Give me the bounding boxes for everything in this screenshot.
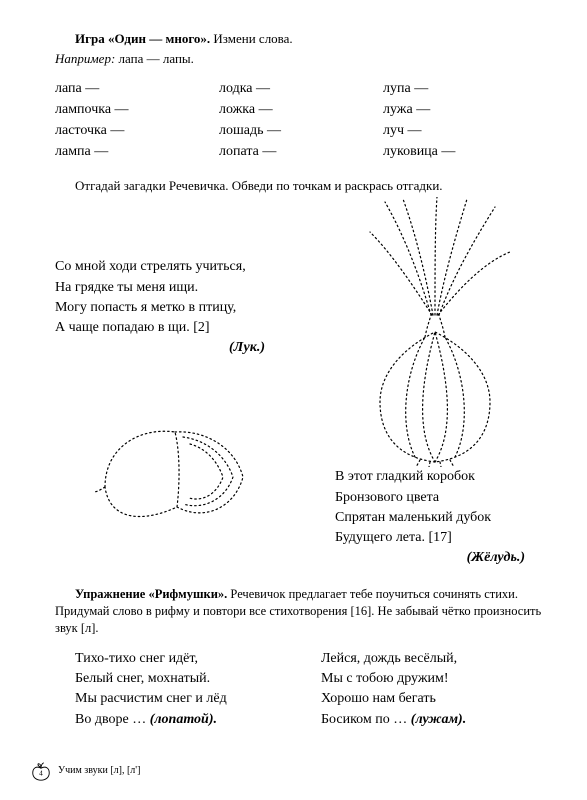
game-title-rest: Измени слова.: [210, 31, 293, 46]
word-col-3: лупа — лужа — луч — луковица —: [383, 79, 547, 163]
riddle-line: Бронзового цвета: [335, 488, 545, 508]
poem-line: Мы расчистим снег и лёд: [75, 689, 301, 709]
riddle-line: Будущего лета. [17]: [335, 528, 545, 548]
page: Игра «Один — много». Измени слова. Напри…: [0, 0, 587, 800]
footer-label: Учим звуки [л], [л']: [58, 764, 140, 778]
poem-line-start: Босиком по …: [321, 712, 411, 727]
poem-line: Босиком по … (лужам).: [321, 710, 547, 730]
word: ложка —: [219, 100, 383, 121]
game-title-bold: Игра «Один — много».: [75, 31, 210, 46]
word: ласточка —: [55, 121, 219, 142]
word: лампа —: [55, 142, 219, 163]
apple-icon: 4: [30, 760, 52, 782]
page-footer: 4 Учим звуки [л], [л']: [30, 760, 140, 782]
word: лодка —: [219, 79, 383, 100]
game-example: Например: лапа — лапы.: [55, 50, 547, 68]
poem-line: Тихо-тихо снег идёт,: [75, 649, 301, 669]
example-text: лапа — лапы.: [115, 51, 194, 66]
exercise-title-bold: Упражнение «Рифмушки».: [75, 587, 227, 601]
word: лупа —: [383, 79, 547, 100]
poem-line: Мы с тобою дружим!: [321, 669, 547, 689]
word: лошадь —: [219, 121, 383, 142]
riddle-answer: (Жёлудь.): [335, 548, 545, 568]
word: лампочка —: [55, 100, 219, 121]
poem-2: Лейся, дождь весёлый, Мы с тобою дружим!…: [301, 649, 547, 730]
word: луковица —: [383, 142, 547, 163]
onion-outline-icon: [325, 197, 545, 467]
riddle-line: Могу попасть я метко в птицу,: [55, 298, 285, 318]
example-label: Например:: [55, 51, 115, 66]
word: лужа —: [383, 100, 547, 121]
word-columns: лапа — лампочка — ласточка — лампа — лод…: [55, 79, 547, 163]
riddle-line: А чаще попадаю в щи. [2]: [55, 318, 285, 338]
poem-answer: (лужам).: [411, 712, 466, 727]
poems: Тихо-тихо снег идёт, Белый снег, мохнаты…: [55, 649, 547, 730]
riddle-answer: (Лук.): [55, 338, 285, 358]
poem-line-start: Во дворе …: [75, 712, 150, 727]
poem-line: Лейся, дождь весёлый,: [321, 649, 547, 669]
poem-line: Белый снег, мохнатый.: [75, 669, 301, 689]
riddle-line: В этот гладкий коробок: [335, 467, 545, 487]
word: лапа —: [55, 79, 219, 100]
acorn-outline-icon: [85, 412, 255, 562]
poem-line: Хорошо нам бегать: [321, 689, 547, 709]
riddle-1: Со мной ходи стрелять учиться, На грядке…: [55, 257, 285, 358]
word-col-2: лодка — ложка — лошадь — лопата —: [219, 79, 383, 163]
riddle-2: В этот гладкий коробок Бронзового цвета …: [335, 467, 545, 568]
riddle-line: Со мной ходи стрелять учиться,: [55, 257, 285, 277]
figures-area: Со мной ходи стрелять учиться, На грядке…: [55, 202, 547, 582]
riddle-line: На грядке ты меня ищи.: [55, 278, 285, 298]
exercise-title: Упражнение «Рифмушки». Речевичок предлаг…: [55, 586, 547, 637]
page-number: 4: [39, 769, 43, 778]
game-title: Игра «Один — много». Измени слова.: [55, 30, 547, 48]
poem-answer: (лопатой).: [150, 712, 217, 727]
riddle-instruction: Отгадай загадки Речевичка. Обведи по точ…: [55, 177, 547, 195]
word: лопата —: [219, 142, 383, 163]
word: луч —: [383, 121, 547, 142]
poem-1: Тихо-тихо снег идёт, Белый снег, мохнаты…: [55, 649, 301, 730]
riddle-line: Спрятан маленький дубок: [335, 508, 545, 528]
word-col-1: лапа — лампочка — ласточка — лампа —: [55, 79, 219, 163]
poem-line: Во дворе … (лопатой).: [75, 710, 301, 730]
